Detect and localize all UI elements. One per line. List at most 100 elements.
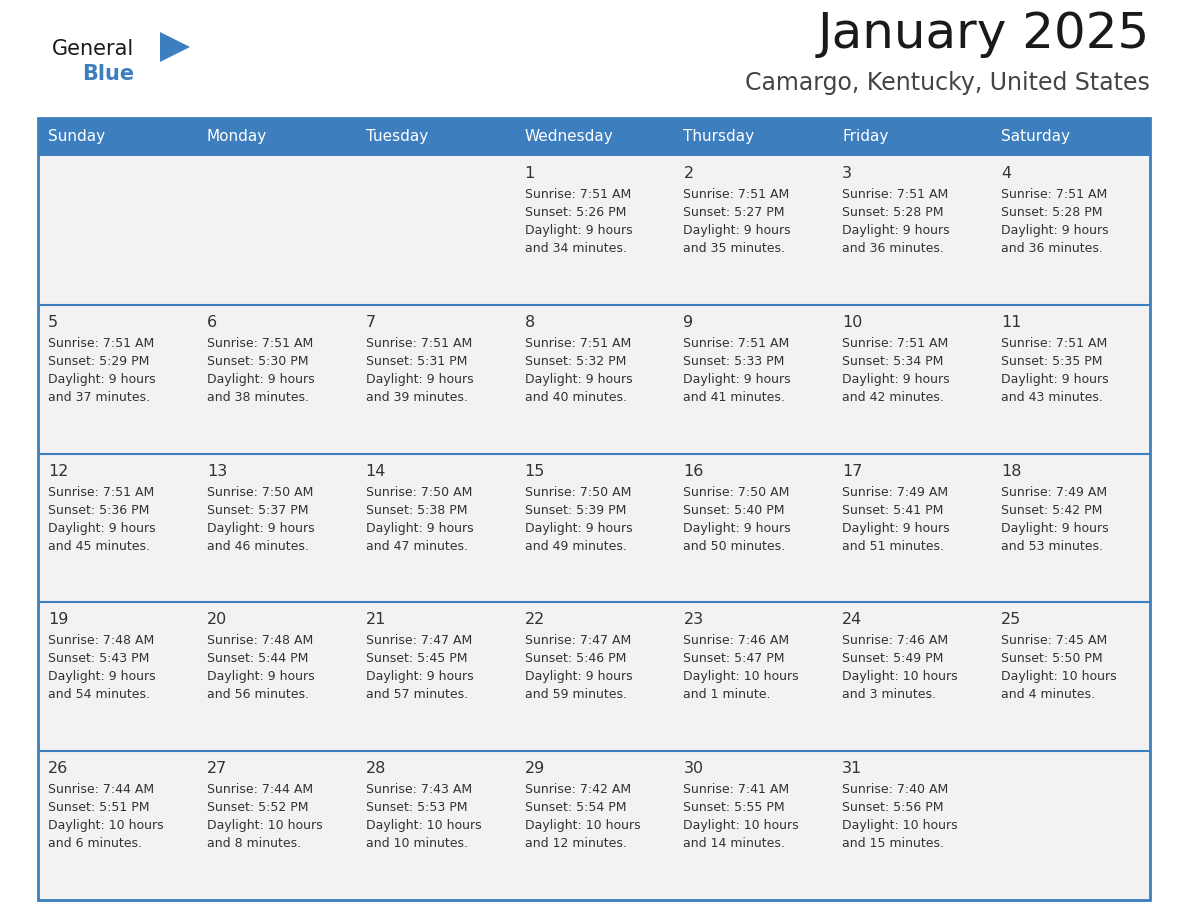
Text: 8: 8	[525, 315, 535, 330]
Text: 9: 9	[683, 315, 694, 330]
Text: 31: 31	[842, 761, 862, 777]
Text: Wednesday: Wednesday	[525, 129, 613, 144]
Text: Sunset: 5:33 PM: Sunset: 5:33 PM	[683, 354, 785, 368]
Text: Sunset: 5:50 PM: Sunset: 5:50 PM	[1001, 653, 1102, 666]
Text: Sunset: 5:49 PM: Sunset: 5:49 PM	[842, 653, 943, 666]
Text: Daylight: 9 hours: Daylight: 9 hours	[366, 373, 473, 386]
Text: Sunset: 5:52 PM: Sunset: 5:52 PM	[207, 801, 309, 814]
Text: Sunrise: 7:51 AM: Sunrise: 7:51 AM	[683, 188, 790, 201]
Text: Sunrise: 7:51 AM: Sunrise: 7:51 AM	[842, 337, 948, 350]
Text: Daylight: 9 hours: Daylight: 9 hours	[366, 670, 473, 683]
Text: Sunrise: 7:51 AM: Sunrise: 7:51 AM	[842, 188, 948, 201]
Text: Daylight: 10 hours: Daylight: 10 hours	[683, 819, 800, 833]
Text: Daylight: 9 hours: Daylight: 9 hours	[1001, 224, 1108, 237]
Text: Daylight: 10 hours: Daylight: 10 hours	[1001, 670, 1117, 683]
Text: Daylight: 9 hours: Daylight: 9 hours	[842, 224, 950, 237]
Text: Sunrise: 7:48 AM: Sunrise: 7:48 AM	[48, 634, 154, 647]
Text: Daylight: 10 hours: Daylight: 10 hours	[207, 819, 322, 833]
Text: Sunrise: 7:44 AM: Sunrise: 7:44 AM	[207, 783, 312, 796]
Text: and 6 minutes.: and 6 minutes.	[48, 837, 143, 850]
Text: and 40 minutes.: and 40 minutes.	[525, 391, 626, 404]
Text: Sunrise: 7:41 AM: Sunrise: 7:41 AM	[683, 783, 790, 796]
Text: 13: 13	[207, 464, 227, 478]
Text: Sunset: 5:40 PM: Sunset: 5:40 PM	[683, 504, 785, 517]
Text: 12: 12	[48, 464, 69, 478]
Text: 27: 27	[207, 761, 227, 777]
Text: and 4 minutes.: and 4 minutes.	[1001, 688, 1095, 701]
Text: Sunrise: 7:43 AM: Sunrise: 7:43 AM	[366, 783, 472, 796]
Text: Sunrise: 7:47 AM: Sunrise: 7:47 AM	[366, 634, 472, 647]
Text: Daylight: 9 hours: Daylight: 9 hours	[1001, 521, 1108, 534]
Text: Tuesday: Tuesday	[366, 129, 428, 144]
Bar	[38, 602, 1150, 751]
Text: 18: 18	[1001, 464, 1022, 478]
Text: and 34 minutes.: and 34 minutes.	[525, 242, 626, 255]
Text: 19: 19	[48, 612, 69, 627]
Text: 26: 26	[48, 761, 68, 777]
Text: Sunset: 5:37 PM: Sunset: 5:37 PM	[207, 504, 309, 517]
Text: Sunrise: 7:45 AM: Sunrise: 7:45 AM	[1001, 634, 1107, 647]
Text: Daylight: 9 hours: Daylight: 9 hours	[48, 670, 156, 683]
Text: 29: 29	[525, 761, 545, 777]
Text: Daylight: 10 hours: Daylight: 10 hours	[48, 819, 164, 833]
Text: Sunset: 5:26 PM: Sunset: 5:26 PM	[525, 206, 626, 219]
Text: Daylight: 9 hours: Daylight: 9 hours	[525, 373, 632, 386]
Text: Daylight: 9 hours: Daylight: 9 hours	[48, 373, 156, 386]
Text: and 51 minutes.: and 51 minutes.	[842, 540, 944, 553]
Text: and 50 minutes.: and 50 minutes.	[683, 540, 785, 553]
Text: Sunset: 5:42 PM: Sunset: 5:42 PM	[1001, 504, 1102, 517]
Text: Daylight: 9 hours: Daylight: 9 hours	[683, 521, 791, 534]
Text: Daylight: 9 hours: Daylight: 9 hours	[207, 521, 315, 534]
Text: and 36 minutes.: and 36 minutes.	[1001, 242, 1102, 255]
Bar	[38, 751, 1150, 900]
Text: 14: 14	[366, 464, 386, 478]
Text: and 42 minutes.: and 42 minutes.	[842, 391, 944, 404]
Text: Daylight: 9 hours: Daylight: 9 hours	[207, 373, 315, 386]
Text: 22: 22	[525, 612, 545, 627]
Bar	[38, 156, 1150, 305]
Text: Thursday: Thursday	[683, 129, 754, 144]
Text: Sunrise: 7:49 AM: Sunrise: 7:49 AM	[1001, 486, 1107, 498]
Text: Sunset: 5:51 PM: Sunset: 5:51 PM	[48, 801, 150, 814]
Text: Saturday: Saturday	[1001, 129, 1070, 144]
Bar	[38, 118, 1150, 900]
Bar	[38, 118, 1150, 156]
Text: Sunrise: 7:51 AM: Sunrise: 7:51 AM	[525, 188, 631, 201]
Text: Monday: Monday	[207, 129, 267, 144]
Text: Sunset: 5:41 PM: Sunset: 5:41 PM	[842, 504, 943, 517]
Text: Daylight: 9 hours: Daylight: 9 hours	[525, 521, 632, 534]
Text: and 46 minutes.: and 46 minutes.	[207, 540, 309, 553]
Text: Sunset: 5:55 PM: Sunset: 5:55 PM	[683, 801, 785, 814]
Text: 28: 28	[366, 761, 386, 777]
Text: and 14 minutes.: and 14 minutes.	[683, 837, 785, 850]
Text: 6: 6	[207, 315, 217, 330]
Text: Sunset: 5:46 PM: Sunset: 5:46 PM	[525, 653, 626, 666]
Text: 20: 20	[207, 612, 227, 627]
Text: and 39 minutes.: and 39 minutes.	[366, 391, 468, 404]
Text: and 15 minutes.: and 15 minutes.	[842, 837, 944, 850]
Text: and 1 minute.: and 1 minute.	[683, 688, 771, 701]
Text: Daylight: 9 hours: Daylight: 9 hours	[525, 224, 632, 237]
Text: Sunrise: 7:50 AM: Sunrise: 7:50 AM	[525, 486, 631, 498]
Text: Sunset: 5:56 PM: Sunset: 5:56 PM	[842, 801, 943, 814]
Text: Daylight: 9 hours: Daylight: 9 hours	[1001, 373, 1108, 386]
Text: Sunset: 5:36 PM: Sunset: 5:36 PM	[48, 504, 150, 517]
Text: and 3 minutes.: and 3 minutes.	[842, 688, 936, 701]
Text: Daylight: 9 hours: Daylight: 9 hours	[525, 670, 632, 683]
Text: Sunrise: 7:44 AM: Sunrise: 7:44 AM	[48, 783, 154, 796]
Text: 15: 15	[525, 464, 545, 478]
Text: Daylight: 9 hours: Daylight: 9 hours	[207, 670, 315, 683]
Text: Sunrise: 7:50 AM: Sunrise: 7:50 AM	[207, 486, 314, 498]
Text: and 41 minutes.: and 41 minutes.	[683, 391, 785, 404]
Text: 11: 11	[1001, 315, 1022, 330]
Text: and 56 minutes.: and 56 minutes.	[207, 688, 309, 701]
Text: Sunrise: 7:48 AM: Sunrise: 7:48 AM	[207, 634, 314, 647]
Text: Sunset: 5:28 PM: Sunset: 5:28 PM	[842, 206, 943, 219]
Text: Sunset: 5:39 PM: Sunset: 5:39 PM	[525, 504, 626, 517]
Text: Sunset: 5:32 PM: Sunset: 5:32 PM	[525, 354, 626, 368]
Text: January 2025: January 2025	[817, 10, 1150, 58]
Text: Daylight: 9 hours: Daylight: 9 hours	[842, 373, 950, 386]
Text: 30: 30	[683, 761, 703, 777]
Text: 25: 25	[1001, 612, 1022, 627]
Text: Sunrise: 7:42 AM: Sunrise: 7:42 AM	[525, 783, 631, 796]
